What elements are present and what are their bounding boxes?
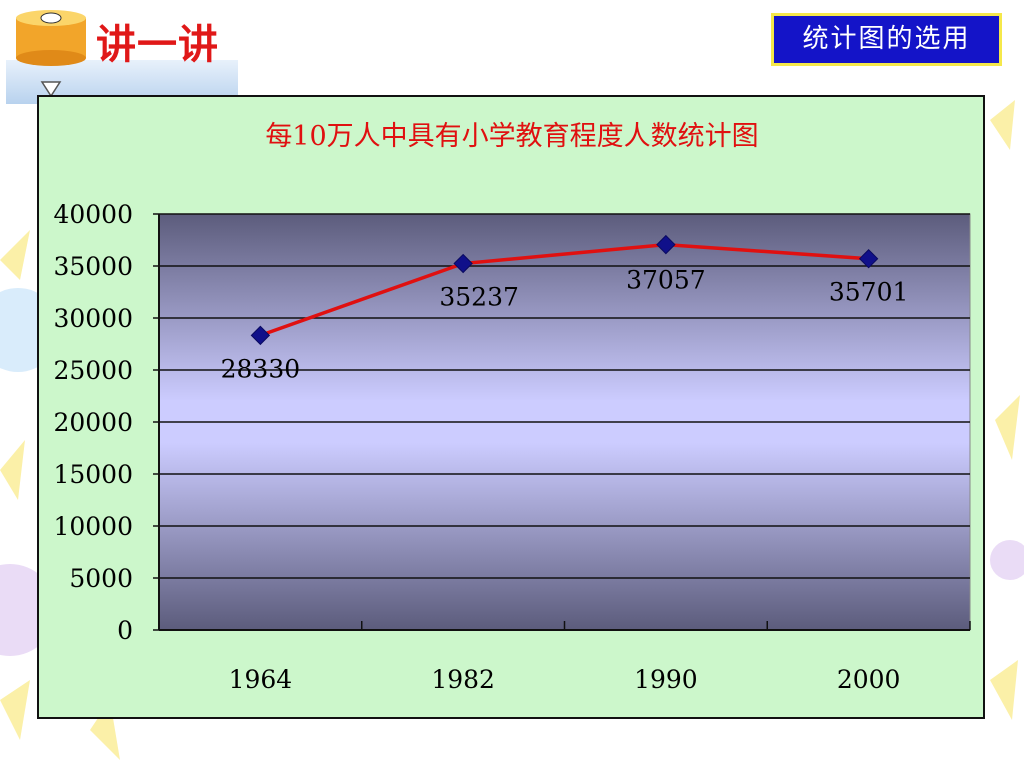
data-labels: 28330 35237 37057 35701 bbox=[221, 266, 909, 384]
x-tick-label: 2000 bbox=[837, 665, 901, 694]
data-label: 37057 bbox=[626, 266, 706, 295]
y-tick-label: 15000 bbox=[53, 460, 133, 489]
data-label: 28330 bbox=[221, 354, 301, 383]
y-tick-label: 35000 bbox=[53, 252, 133, 281]
y-tick-labels: 0 5000 10000 15000 20000 25000 30000 35000 40000 bbox=[53, 200, 133, 645]
x-tick-label: 1964 bbox=[229, 665, 293, 694]
x-tick-label: 1990 bbox=[634, 665, 698, 694]
x-tick-labels: 1964 1982 1990 2000 bbox=[229, 665, 901, 694]
x-tick-label: 1982 bbox=[431, 665, 495, 694]
series-line bbox=[259, 242, 869, 338]
y-tick-label: 20000 bbox=[53, 408, 133, 437]
header-title: 讲一讲 bbox=[96, 22, 219, 68]
data-point bbox=[453, 253, 473, 274]
data-point bbox=[250, 325, 271, 346]
chart-title: 每10万人中具有小学教育程度人数统计图 bbox=[265, 121, 758, 152]
y-tick-label: 40000 bbox=[53, 200, 133, 229]
data-markers bbox=[250, 234, 879, 346]
pencil-cup-icon bbox=[16, 10, 86, 98]
y-tick-label: 0 bbox=[117, 616, 133, 645]
data-label: 35237 bbox=[439, 283, 519, 312]
gridlines bbox=[159, 213, 970, 579]
y-tick-label: 30000 bbox=[53, 304, 133, 333]
y-tick-label: 5000 bbox=[69, 564, 133, 593]
data-label: 35701 bbox=[829, 278, 909, 307]
series-line-group bbox=[259, 242, 869, 338]
data-point bbox=[656, 234, 676, 255]
axes bbox=[153, 213, 971, 631]
topic-badge[interactable]: 统计图的选用 bbox=[771, 13, 1002, 66]
y-tick-label: 25000 bbox=[53, 356, 133, 385]
data-point bbox=[858, 249, 879, 269]
y-tick-label: 10000 bbox=[53, 512, 133, 541]
